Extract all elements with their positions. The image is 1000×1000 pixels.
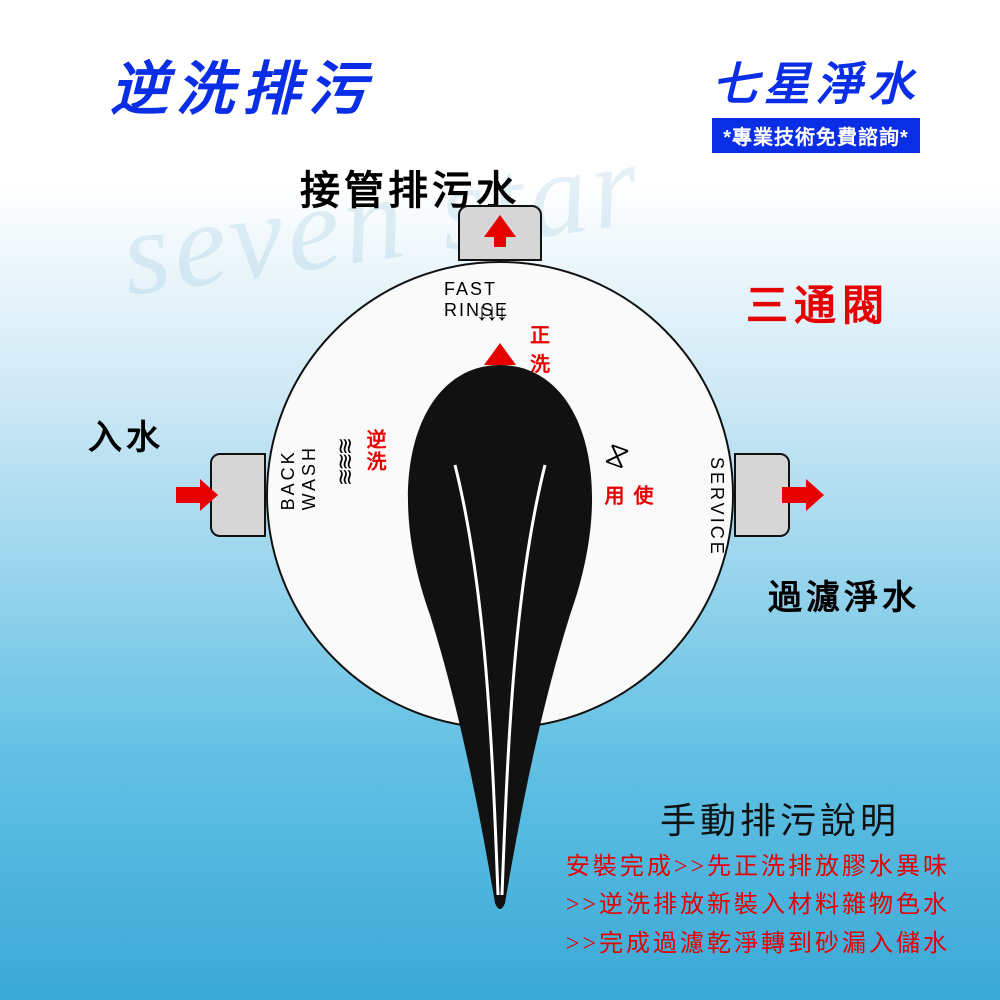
- valve-dial: [266, 261, 734, 729]
- instruction-line: >>完成過濾乾淨轉到砂漏入儲水: [566, 925, 950, 963]
- instruction-line: >>逆洗排放新裝入材料雜物色水: [566, 886, 950, 924]
- back-wash-icon: ≋≋≋: [332, 437, 358, 483]
- mode-cn-service: 使用: [598, 485, 656, 507]
- instruction-line: 安裝完成>>先正洗排放膠水異味: [566, 848, 950, 886]
- brand-block: 七星淨水 *專業技術免費諮詢*: [712, 48, 920, 153]
- mode-label-service: SERVICE: [706, 457, 727, 557]
- brand-name: 七星淨水: [712, 48, 920, 114]
- instructions-body: 安裝完成>>先正洗排放膠水異味 >>逆洗排放新裝入材料雜物色水 >>完成過濾乾淨…: [566, 848, 950, 963]
- page-title: 逆洗排污: [110, 42, 374, 126]
- mode-cn-fast-rinse: 正洗: [530, 319, 552, 377]
- pointer-marker-icon: [484, 343, 516, 365]
- instructions-title: 手動排污說明: [660, 792, 900, 844]
- mode-label-back-wash: BACK WASH: [278, 445, 320, 510]
- arrow-left-icon: [174, 477, 220, 513]
- arrow-top-icon: [482, 213, 518, 249]
- port-label-inlet: 入水: [88, 410, 164, 459]
- valve-type-label: 三通閥: [746, 272, 890, 333]
- mode-cn-back-wash: 逆洗: [360, 429, 389, 473]
- port-label-outlet: 過濾淨水: [768, 570, 920, 619]
- arrow-right-icon: [780, 477, 826, 513]
- brand-subtitle: *專業技術免費諮詢*: [712, 118, 920, 153]
- fast-rinse-icon: ↓↓↓: [476, 299, 506, 327]
